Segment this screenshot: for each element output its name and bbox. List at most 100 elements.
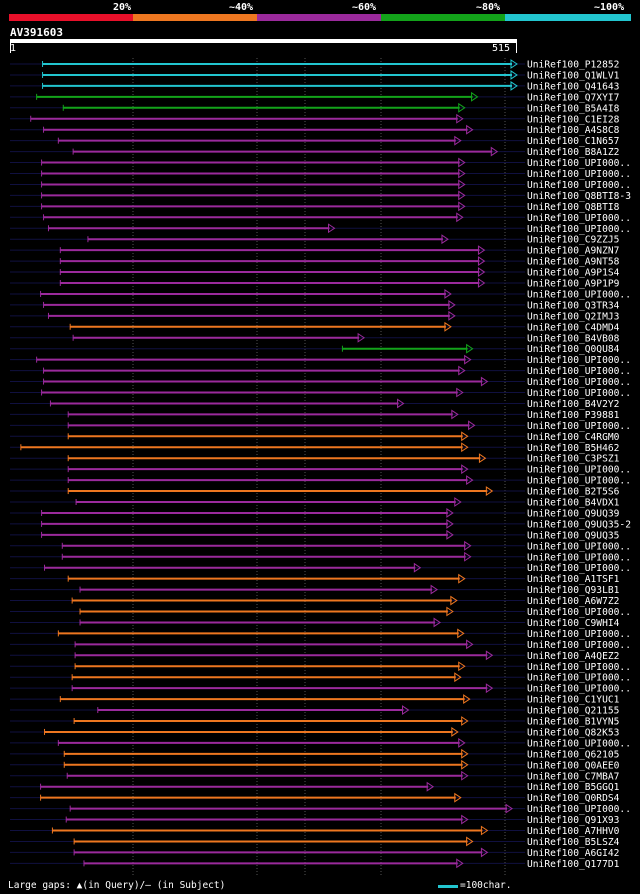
hit-arrow	[461, 431, 469, 442]
query-name: AV391603	[10, 26, 63, 39]
hit-label[interactable]: UniRef100_UPI000..	[527, 662, 631, 673]
hit-label[interactable]: UniRef100_C9WHI4	[527, 618, 620, 629]
hit-label[interactable]: UniRef100_Q0AEE0	[527, 760, 620, 771]
hit-label[interactable]: UniRef100_UPI000..	[527, 366, 631, 377]
hit-label[interactable]: UniRef100_Q21155	[527, 706, 619, 717]
hit-label[interactable]: UniRef100_UPI000..	[527, 421, 631, 432]
hit-label[interactable]: UniRef100_Q3TR34	[527, 300, 620, 311]
hit-label[interactable]: UniRef100_B4VB08	[527, 333, 620, 344]
hit-label[interactable]: UniRef100_B4V2Y2	[527, 399, 619, 410]
scale-legend-text: =100char.	[460, 880, 512, 891]
hit-label[interactable]: UniRef100_B1VYN5	[527, 717, 619, 728]
hit-label[interactable]: UniRef100_B2T5S6	[527, 487, 620, 498]
legend-swatch-60	[257, 14, 381, 21]
hit-label[interactable]: UniRef100_A9NT58	[527, 257, 620, 268]
hit-label[interactable]: UniRef100_A7HHV0	[527, 826, 620, 837]
hit-label[interactable]: UniRef100_Q0RDS4	[527, 793, 620, 804]
hit-arrow	[477, 278, 486, 288]
hit-arrow	[451, 409, 459, 420]
hit-label[interactable]: UniRef100_UPI000..	[527, 684, 631, 695]
hit-label[interactable]: UniRef100_C4RGM0	[527, 432, 620, 443]
hit-arrow	[448, 299, 456, 310]
hit-label[interactable]: UniRef100_B5LSZ4	[527, 837, 620, 848]
hit-arrow	[328, 223, 336, 234]
hit-label[interactable]: UniRef100_A6W7Z2	[527, 596, 619, 607]
hit-label[interactable]: UniRef100_C7MBA7	[527, 771, 620, 782]
hit-label[interactable]: UniRef100_Q9UQ39	[527, 508, 620, 519]
hit-label[interactable]: UniRef100_C1EI28	[527, 114, 620, 125]
hit-label[interactable]: UniRef100_UPI000..	[527, 804, 631, 815]
legend-label-60: ~60%	[352, 2, 377, 13]
hit-label[interactable]: UniRef100_UPI000..	[527, 541, 631, 552]
hit-label[interactable]: UniRef100_A6GI42	[527, 848, 619, 859]
hit-label[interactable]: UniRef100_A9NZN7	[527, 246, 620, 257]
hit-label[interactable]: UniRef100_UPI000..	[527, 563, 631, 574]
hit-label[interactable]: UniRef100_C3PSZ1	[527, 454, 620, 465]
hit-label[interactable]: UniRef100_B8A1Z2	[527, 147, 619, 158]
hit-label[interactable]: UniRef100_Q41643	[527, 81, 620, 92]
hit-arrow	[510, 59, 518, 69]
hit-label[interactable]: UniRef100_Q62105	[527, 749, 619, 760]
hit-arrow	[466, 639, 474, 650]
hit-label[interactable]: UniRef100_A9P1S4	[527, 268, 620, 279]
hit-label[interactable]: UniRef100_Q82K53	[527, 727, 620, 738]
hit-label[interactable]: UniRef100_UPI000..	[527, 180, 631, 191]
hit-label[interactable]: UniRef100_UPI000..	[527, 552, 631, 563]
hit-arrow	[458, 661, 466, 672]
hit-arrow	[478, 453, 487, 464]
hit-label[interactable]: UniRef100_B5A4I8	[527, 103, 620, 114]
hit-arrow	[456, 387, 464, 398]
hit-label[interactable]: UniRef100_UPI000..	[527, 465, 631, 476]
ruler-end-tick	[516, 43, 517, 53]
hit-label[interactable]: UniRef100_P39881	[527, 410, 620, 421]
hit-label[interactable]: UniRef100_UPI000..	[527, 476, 631, 487]
hit-arrow	[477, 267, 486, 277]
hit-label[interactable]: UniRef100_Q177D1	[527, 859, 620, 870]
hit-label[interactable]: UniRef100_UPI000..	[527, 169, 631, 180]
hit-label[interactable]: UniRef100_Q91X93	[527, 815, 620, 826]
hit-label[interactable]: UniRef100_A4S8C8	[527, 125, 620, 136]
hit-label[interactable]: UniRef100_Q8BTI8	[527, 202, 620, 213]
hit-label[interactable]: UniRef100_Q8BTI8-3	[527, 191, 631, 202]
hit-label[interactable]: UniRef100_UPI000..	[527, 289, 631, 300]
hit-label[interactable]: UniRef100_P12852	[527, 60, 619, 71]
hit-label[interactable]: UniRef100_B5GGQ1	[527, 782, 620, 793]
hit-label[interactable]: UniRef100_UPI000..	[527, 213, 631, 224]
hit-label[interactable]: UniRef100_Q7XYI7	[527, 92, 620, 103]
hit-label[interactable]: UniRef100_B5H462	[527, 443, 619, 454]
hit-label[interactable]: UniRef100_UPI000..	[527, 738, 631, 749]
hit-arrow	[397, 398, 405, 409]
hit-label[interactable]: UniRef100_Q0QU84	[527, 344, 620, 355]
hit-label[interactable]: UniRef100_UPI000..	[527, 158, 631, 169]
hit-arrow	[471, 91, 479, 102]
hit-label[interactable]: UniRef100_Q9UQ35	[527, 530, 619, 541]
hit-arrow	[454, 672, 462, 683]
hit-label[interactable]: UniRef100_UPI000..	[527, 607, 631, 618]
hit-label[interactable]: UniRef100_C1N657	[527, 136, 620, 147]
hit-arrow	[456, 212, 464, 223]
hit-label[interactable]: UniRef100_A4QEZ2	[527, 651, 619, 662]
hit-label[interactable]: UniRef100_B4VDX1	[527, 498, 620, 509]
hit-label[interactable]: UniRef100_C1YUC1	[527, 695, 620, 706]
hit-label[interactable]: UniRef100_UPI000..	[527, 629, 631, 640]
hit-label[interactable]: UniRef100_Q1WLV1	[527, 70, 620, 81]
hit-label[interactable]: UniRef100_UPI000..	[527, 673, 631, 684]
hit-arrow	[458, 573, 466, 584]
hit-label[interactable]: UniRef100_UPI000..	[527, 355, 631, 366]
hit-label[interactable]: UniRef100_A1TSF1	[527, 574, 620, 585]
ruler-end-label: 515	[492, 43, 511, 54]
hit-label[interactable]: UniRef100_UPI000..	[527, 224, 631, 235]
hit-label[interactable]: UniRef100_UPI000..	[527, 640, 631, 651]
hit-label[interactable]: UniRef100_Q93LB1	[527, 585, 620, 596]
hit-arrow	[461, 716, 469, 726]
hit-label[interactable]: UniRef100_C9ZZJ5	[527, 235, 619, 246]
hit-arrow	[461, 442, 469, 453]
hit-label[interactable]: UniRef100_A9P1P9	[527, 279, 620, 290]
hit-label[interactable]: UniRef100_Q9UQ35-2	[527, 519, 631, 530]
hit-label[interactable]: UniRef100_Q2IMJ3	[527, 311, 620, 322]
hit-label[interactable]: UniRef100_UPI000..	[527, 377, 631, 388]
hit-label[interactable]: UniRef100_UPI000..	[527, 388, 631, 399]
hit-arrow	[466, 475, 474, 486]
hit-arrow	[463, 694, 471, 705]
hit-label[interactable]: UniRef100_C4DMD4	[527, 322, 620, 333]
